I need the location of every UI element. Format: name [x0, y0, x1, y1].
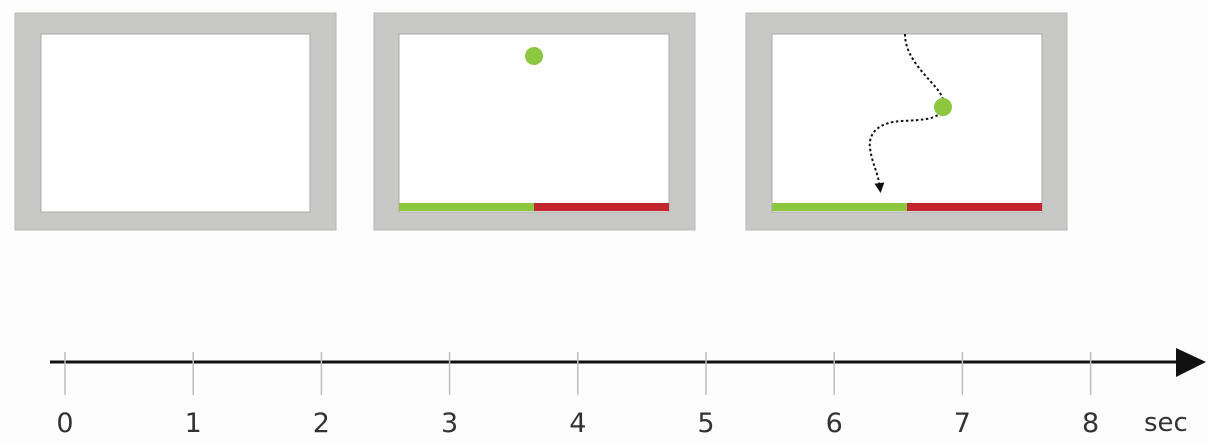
axis-unit-label: sec	[1144, 408, 1188, 438]
red-bar-segment	[907, 203, 1042, 211]
green-bar-segment	[399, 203, 534, 211]
axis-tick-label: 8	[1082, 408, 1099, 439]
red-bar-segment	[534, 203, 669, 211]
frame-3-ball-moving	[745, 12, 1068, 231]
time-axis: 0 1 2 3 4 5 6 7 8 sec	[50, 348, 1206, 439]
axis-arrowhead-icon	[1176, 348, 1206, 377]
green-ball	[525, 47, 543, 65]
axis-tick-label: 2	[313, 408, 330, 439]
frame-1-blank	[14, 12, 337, 231]
axis-tick-label: 7	[954, 408, 971, 439]
ball-trajectory-path	[868, 33, 945, 193]
axis-ticks: 0 1 2 3 4 5 6 7 8	[56, 352, 1099, 439]
green-bar-segment	[772, 203, 907, 211]
axis-tick-label: 0	[56, 408, 73, 439]
axis-tick-label: 6	[826, 408, 843, 439]
axis-tick-label: 5	[697, 408, 714, 439]
axis-tick-label: 4	[569, 408, 586, 439]
monitor-screen	[771, 33, 1043, 213]
axis-tick-label: 3	[441, 408, 458, 439]
monitor-screen	[40, 33, 311, 213]
frame-2-ball-appears	[373, 12, 696, 231]
green-ball	[934, 98, 952, 116]
axis-tick-label: 1	[185, 408, 202, 439]
